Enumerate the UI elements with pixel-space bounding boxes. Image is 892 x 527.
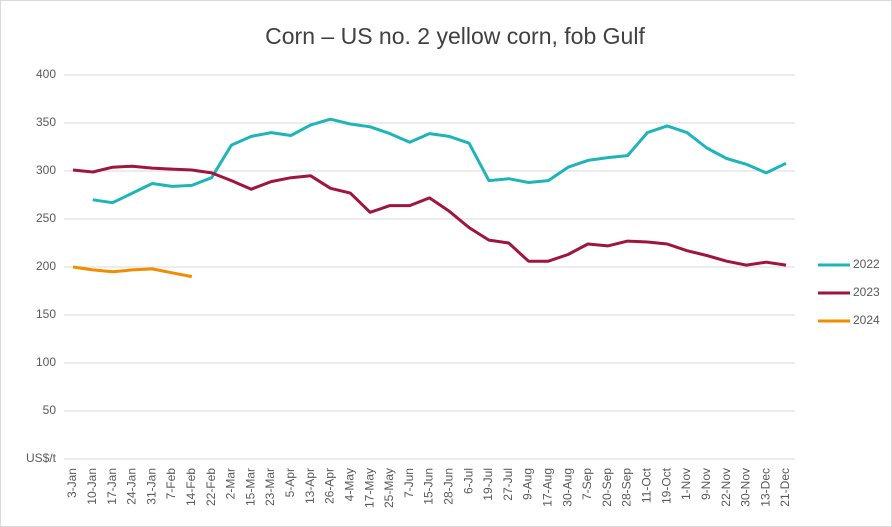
x-tick-label: 5-Apr [283,468,297,497]
legend-label: 2023 [853,285,880,299]
y-tick-label: 200 [36,259,56,273]
x-tick-label: 31-Jan [144,468,158,505]
legend-label: 2022 [853,257,880,271]
x-tick-label: 26-Apr [323,468,337,504]
x-tick-label: 13-Apr [303,468,317,504]
y-tick-label: 150 [36,307,56,321]
x-tick-label: 15-Mar [243,468,257,506]
x-tick-label: 7-Jun [402,468,416,498]
y-tick-label: 400 [36,67,56,81]
x-tick-label: 28-Jun [441,468,455,505]
x-tick-label: 7-Feb [164,468,178,500]
x-tick-label: 30-Nov [739,468,753,507]
x-tick-label: 17-Jan [105,468,119,505]
x-tick-label: 10-Jan [85,468,99,505]
x-tick-label: 6-Jul [461,468,475,494]
x-tick-label: 1-Nov [679,468,693,500]
y-tick-label: 50 [43,403,57,417]
x-tick-label: 7-Sep [580,468,594,500]
series-line [72,265,193,279]
y-tick-label: US$/t [26,451,57,465]
x-tick-label: 20-Sep [600,468,614,507]
x-tick-label: 25-May [382,468,396,508]
x-tick-label: 9-Aug [521,468,535,500]
x-tick-label: 19-Oct [659,467,673,504]
x-tick-label: 2-Mar [224,468,238,499]
x-tick-label: 22-Feb [204,468,218,506]
y-tick-label: 250 [36,211,56,225]
x-tick-label: 17-May [362,468,376,508]
chart-title: Corn – US no. 2 yellow corn, fob Gulf [265,23,645,49]
x-tick-label: 9-Nov [699,468,713,500]
series-line [92,117,787,205]
x-tick-label: 30-Aug [560,468,574,507]
x-tick-label: 15-Jun [422,468,436,505]
y-tick-label: 350 [36,115,56,129]
x-tick-label: 24-Jan [125,468,139,505]
x-tick-label: 4-May [342,468,356,501]
x-tick-label: 27-Jul [501,468,515,501]
y-tick-label: 300 [36,163,56,177]
legend-label: 2024 [853,313,880,327]
x-tick-label: 19-Jul [481,468,495,501]
y-tick-label: 100 [36,355,56,369]
x-tick-label: 17-Aug [541,468,555,507]
x-tick-label: 21-Dec [778,468,792,507]
x-tick-label: 14-Feb [184,468,198,506]
x-tick-label: 23-Mar [263,468,277,506]
x-tick-label: 11-Oct [640,467,654,503]
series-line [72,164,787,267]
x-tick-label: 3-Jan [65,468,79,498]
x-tick-label: 28-Sep [620,468,634,507]
x-tick-label: 13-Dec [758,468,772,507]
x-tick-label: 22-Nov [719,468,733,507]
